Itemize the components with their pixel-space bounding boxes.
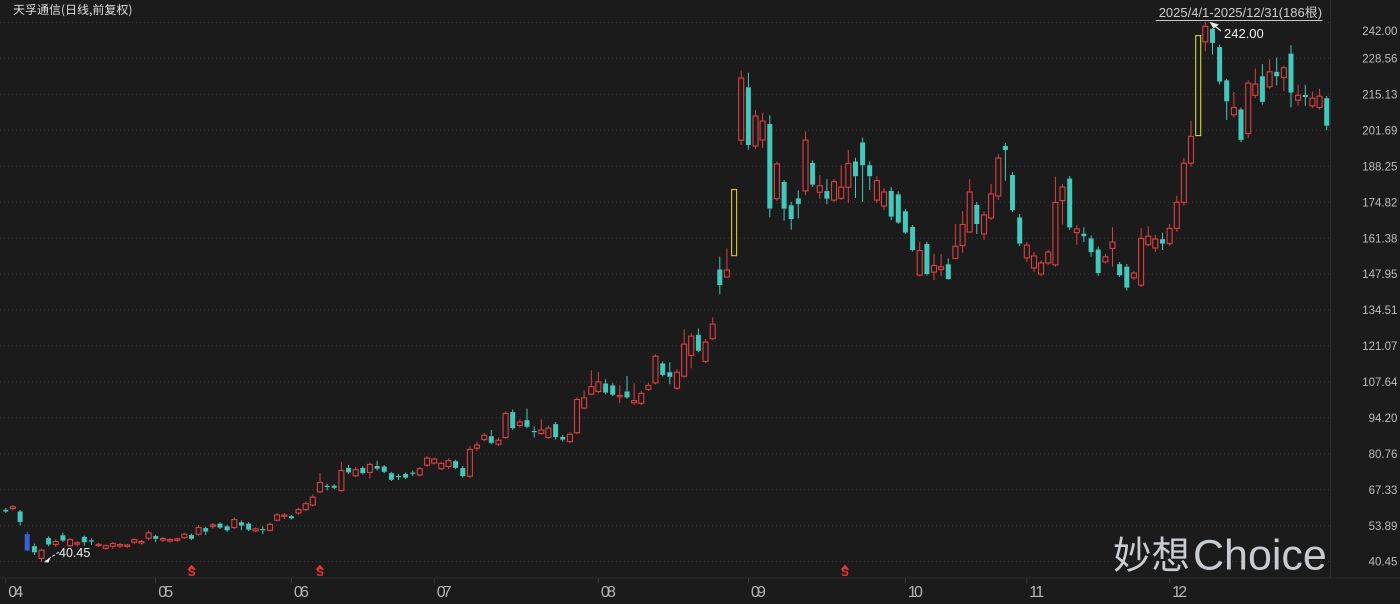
svg-text:94.20: 94.20 — [1369, 413, 1398, 425]
svg-text:121.07: 121.07 — [1362, 341, 1397, 353]
svg-text:161.38: 161.38 — [1362, 233, 1397, 245]
svg-text:05: 05 — [158, 584, 173, 599]
svg-text:12: 12 — [1172, 584, 1187, 599]
svg-text:134.51: 134.51 — [1362, 305, 1397, 317]
svg-text:11: 11 — [1029, 584, 1044, 599]
svg-text:10: 10 — [908, 584, 923, 599]
svg-text:174.82: 174.82 — [1362, 197, 1397, 209]
svg-text:S: S — [188, 567, 196, 579]
svg-text:06: 06 — [294, 584, 309, 599]
svg-text:40.45: 40.45 — [1369, 557, 1398, 569]
svg-text:53.89: 53.89 — [1369, 521, 1398, 533]
svg-text:242.00: 242.00 — [1362, 26, 1397, 38]
svg-text:Choice: Choice — [1193, 532, 1327, 580]
svg-text:215.13: 215.13 — [1362, 90, 1397, 102]
svg-text:09: 09 — [751, 584, 766, 599]
svg-text:147.95: 147.95 — [1362, 269, 1397, 281]
svg-text:S: S — [316, 567, 324, 579]
svg-text:07: 07 — [437, 584, 452, 599]
svg-text:201.69: 201.69 — [1362, 126, 1397, 138]
svg-text:04: 04 — [8, 584, 23, 599]
svg-text:08: 08 — [601, 584, 616, 599]
svg-text:228.56: 228.56 — [1362, 54, 1397, 66]
svg-text:242.00: 242.00 — [1224, 26, 1264, 41]
svg-text:80.76: 80.76 — [1369, 449, 1398, 461]
svg-text:67.33: 67.33 — [1369, 485, 1398, 497]
svg-text:2025/4/1-2025/12/31(186: 2025/4/1-2025/12/31(186 — [1159, 5, 1305, 20]
svg-text:40.45: 40.45 — [59, 546, 90, 560]
svg-text:107.64: 107.64 — [1362, 377, 1398, 389]
svg-text:S: S — [841, 567, 849, 579]
svg-text:188.25: 188.25 — [1362, 161, 1397, 173]
svg-text:): ) — [1318, 5, 1322, 20]
